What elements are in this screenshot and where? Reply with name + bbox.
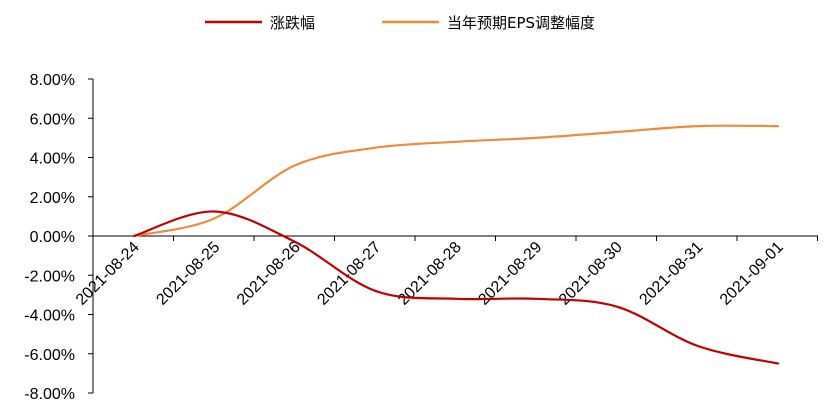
x-tick-label: 2021-08-30 [556,239,626,309]
x-tick-label: 2021-08-26 [234,239,304,309]
x-tick-label: 2021-09-01 [717,239,787,309]
y-tick-label: 8.00% [30,72,75,89]
data-point [776,361,781,366]
legend-label: 涨跌幅 [270,14,315,32]
data-point [615,129,620,134]
series-lines [132,124,781,366]
x-tick-label: 2021-08-24 [73,239,143,309]
data-point [534,296,539,301]
y-tick-label: 2.00% [30,190,75,207]
series-line-change [132,210,780,365]
data-point [615,304,620,309]
y-tick-label: 0.00% [30,229,75,246]
y-tick-label: -4.00% [24,308,75,325]
data-point [695,343,700,348]
data-point [293,239,298,244]
axes: 8.00% 6.00% 4.00% 2.00% 0.00% -2.00% -4.00% -6.… [24,72,818,403]
x-tick-label: 2021-08-27 [314,239,384,309]
y-tick-label: -8.00% [24,386,75,403]
x-tick-label: 2021-08-31 [636,239,706,309]
legend-label: 当年预期EPS调整幅度 [447,14,595,32]
y-tick-label: -6.00% [24,347,75,364]
data-point [373,288,378,293]
data-point [293,163,298,168]
y-tick-label: 6.00% [30,111,75,128]
data-point [695,124,700,129]
data-point [373,145,378,150]
data-point [776,124,781,129]
y-tick-label: -2.00% [24,268,75,285]
data-point [534,135,539,140]
legend: 涨跌幅 当年预期EPS调整幅度 [205,14,595,32]
x-tick-label: 2021-08-25 [153,239,223,309]
y-tick-label: 4.00% [30,151,75,168]
data-point [454,296,459,301]
series-line-eps-adjustment [132,124,780,238]
data-point [212,216,217,221]
data-point [212,209,217,214]
data-point [132,234,137,239]
data-point [454,139,459,144]
